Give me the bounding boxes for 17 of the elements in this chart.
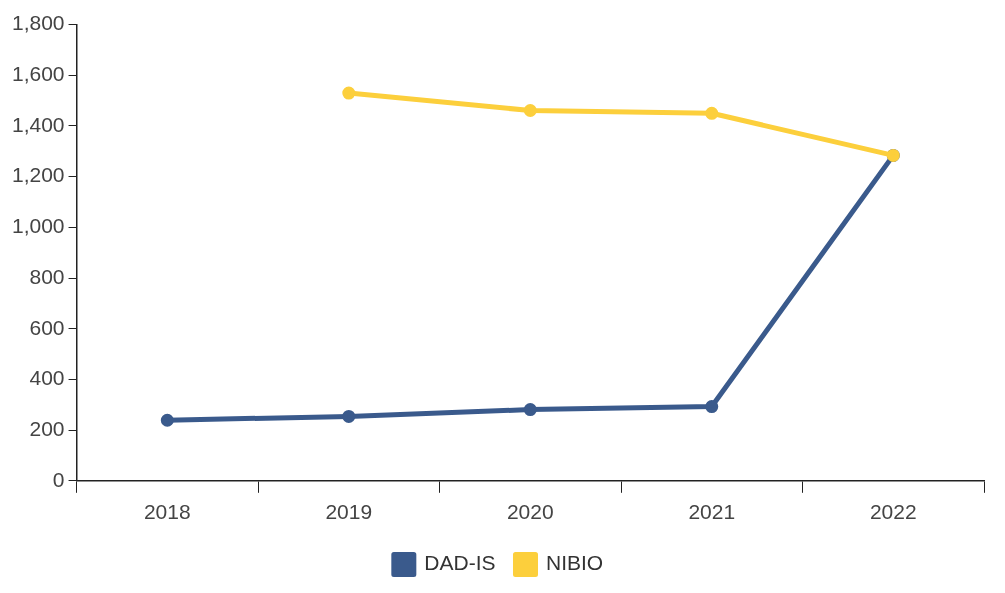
y-tick-label: 600 [29,315,65,339]
y-tick-label: 0 [52,467,65,491]
y-tick-label: 1,000 [11,214,65,238]
legend-label: NIBIO [546,551,604,575]
y-tick-label: 1,600 [11,62,65,86]
x-tick-label: 2019 [325,500,373,524]
y-tick-label: 1,800 [11,11,65,35]
y-tick-label: 1,400 [11,112,65,136]
x-tick-label: 2021 [688,500,736,524]
x-tick-label: 2018 [143,500,191,524]
y-tick-label: 400 [29,366,65,390]
y-tick-label: 1,200 [11,163,65,187]
y-tick-label: 200 [29,416,65,440]
x-tick-label: 2022 [869,500,917,524]
legend-label: DAD-IS [424,551,496,575]
x-tick-label: 2020 [506,500,554,524]
y-tick-label: 800 [29,264,65,288]
